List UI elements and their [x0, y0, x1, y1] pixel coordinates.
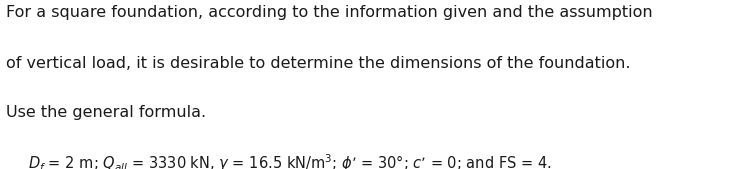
Text: Use the general formula.: Use the general formula.: [6, 105, 206, 120]
Text: of vertical load, it is desirable to determine the dimensions of the foundation.: of vertical load, it is desirable to det…: [6, 56, 631, 71]
Text: For a square foundation, according to the information given and the assumption: For a square foundation, according to th…: [6, 5, 653, 20]
Text: $D_f$ = 2 m; $Q_{all}$ = 3330 kN, $\gamma$ = 16.5 kN/m$^3$; $\phi$’ = 30°; $c$’ : $D_f$ = 2 m; $Q_{all}$ = 3330 kN, $\gamm…: [28, 152, 552, 169]
